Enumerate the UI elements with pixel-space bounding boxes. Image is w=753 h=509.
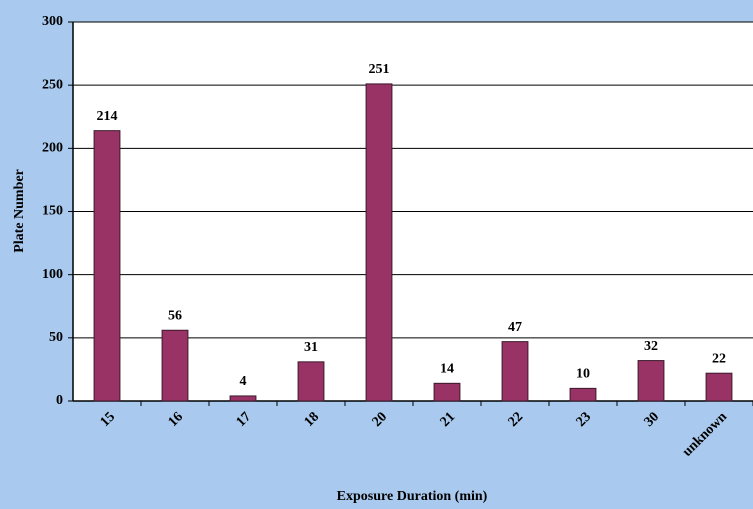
data-label: 32 [644, 339, 658, 354]
data-label: 56 [168, 308, 182, 323]
bar [501, 341, 529, 402]
y-tick-label: 50 [49, 330, 63, 345]
bar [365, 83, 393, 402]
x-axis-title: Exposure Duration (min) [337, 489, 488, 504]
y-tick-label: 300 [42, 14, 63, 29]
y-tick-label: 200 [42, 141, 63, 156]
y-tick-label: 250 [42, 77, 63, 92]
data-label: 31 [304, 340, 318, 355]
y-tick-label: 150 [42, 204, 63, 219]
y-axis-title: Plate Number [12, 169, 27, 253]
bar [297, 361, 325, 402]
data-label: 214 [97, 109, 118, 124]
bar [569, 387, 597, 402]
bar [93, 130, 121, 402]
bar [229, 395, 257, 402]
bar [637, 360, 665, 402]
y-tick-label: 100 [42, 267, 63, 282]
y-tick-label: 0 [56, 393, 63, 408]
bar [433, 382, 461, 402]
data-label: 47 [508, 320, 522, 335]
data-label: 22 [712, 351, 726, 366]
bar [161, 329, 189, 402]
data-label: 14 [440, 362, 454, 377]
data-label: 10 [576, 367, 590, 382]
data-label: 251 [369, 62, 390, 77]
bar [705, 372, 733, 402]
data-label: 4 [240, 374, 247, 389]
